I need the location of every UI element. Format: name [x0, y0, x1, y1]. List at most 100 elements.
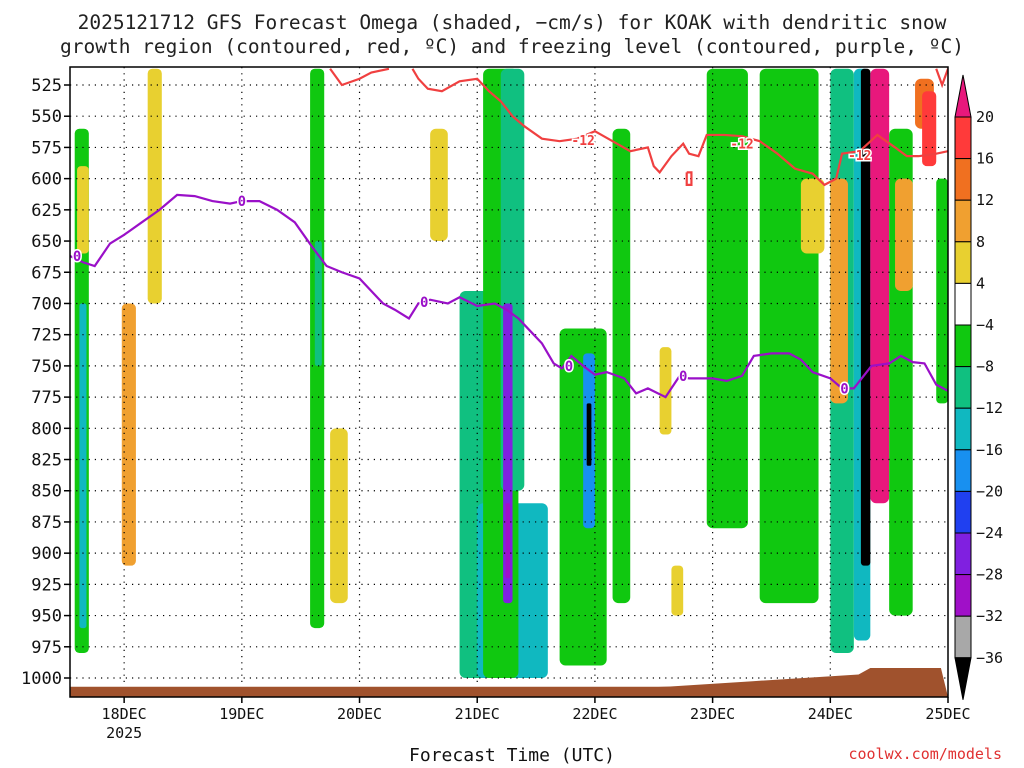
omega-shaded-region	[586, 403, 592, 466]
colorbar-bin	[954, 282, 972, 326]
dgz-contour-right-line	[935, 68, 948, 89]
colorbar-label: 12	[976, 191, 994, 209]
y-tick-label: 825	[31, 451, 62, 471]
colorbar-label: −12	[976, 399, 1003, 417]
colorbar-label: 20	[976, 108, 994, 126]
colorbar-label: −20	[976, 482, 1003, 500]
omega-shaded-region	[759, 68, 819, 604]
colorbar-label: 8	[976, 233, 985, 251]
omega-shaded-region	[505, 503, 511, 579]
freezing-level-label: 0	[679, 369, 687, 385]
y-tick-label: 700	[31, 294, 62, 314]
x-tick-label: 21DEC	[455, 705, 500, 723]
freezing-level-label: 0	[420, 295, 428, 311]
colorbar-bin	[954, 241, 972, 284]
y-tick-label: 575	[31, 138, 62, 158]
chart-title-line-1: 2025121712 GFS Forecast Omega (shaded, −…	[77, 11, 947, 34]
omega-shaded-region	[936, 178, 948, 404]
omega-shaded-region	[671, 565, 684, 616]
y-tick-label: 875	[31, 513, 62, 533]
omega-shaded-region	[612, 128, 631, 604]
ground-terrain	[70, 668, 948, 697]
colorbar-bin	[954, 615, 972, 659]
y-tick-label: 650	[31, 232, 62, 252]
x-tick-label: 19DEC	[219, 705, 264, 723]
colorbar-bin	[954, 158, 972, 201]
dgz-contour-top-line	[329, 67, 390, 87]
y-tick-label: 775	[31, 388, 62, 408]
y-tick-label: 1000	[21, 669, 62, 689]
colorbar-bin	[954, 324, 972, 368]
y-tick-label: 975	[31, 638, 62, 658]
x-axis-title: Forecast Time (UTC)	[409, 745, 615, 766]
colorbar-label: −16	[976, 441, 1003, 459]
site-credit: coolwx.com/models	[848, 745, 1002, 763]
colorbar-label: −28	[976, 566, 1003, 584]
colorbar-label: 16	[976, 150, 994, 168]
x-axis: 18DEC 19DEC 20DEC 21DEC 22DEC 23DEC 24DEC 25DEC…	[102, 697, 971, 742]
colorbar-label: −36	[976, 649, 1003, 667]
x-tick-label: 23DEC	[690, 705, 735, 723]
y-tick-label: 750	[31, 357, 62, 377]
colorbar-top-arrow	[954, 74, 972, 118]
plot-frame	[69, 66, 949, 698]
colorbar-label: −8	[976, 358, 994, 376]
dgz-contour-label: -12	[571, 134, 594, 149]
colorbar-bin	[954, 490, 972, 534]
y-tick-label: 600	[31, 170, 62, 190]
x-tick-label: 18DEC	[102, 705, 147, 723]
colorbar-bin	[954, 199, 972, 243]
colorbar-bin	[954, 449, 972, 492]
dotted-grid	[70, 67, 948, 697]
colorbar-label: −4	[976, 316, 994, 334]
freezing-level-line	[70, 193, 948, 399]
x-year-label: 2025	[106, 724, 142, 742]
contour-lines: 0 0 0 0 0 0 -12 -12 -12	[70, 67, 948, 399]
x-tick-label: 25DEC	[925, 705, 970, 723]
freezing-level-label: 0	[238, 194, 246, 210]
y-tick-label: 950	[31, 607, 62, 627]
ground-polygon	[70, 668, 948, 697]
colorbar-label: 4	[976, 274, 985, 292]
omega-shaded-region	[830, 178, 848, 404]
dgz-contour-label: -12	[730, 138, 753, 153]
colorbar-label: −32	[976, 607, 1003, 625]
colorbar-bin	[954, 407, 972, 451]
omega-shaded-region	[706, 68, 748, 529]
colorbar-bin	[954, 366, 972, 409]
y-tick-label: 800	[31, 419, 62, 439]
omega-shaded-region	[330, 428, 348, 604]
colorbar-bin	[954, 574, 972, 617]
omega-shaded-region	[659, 347, 672, 435]
dgz-contour-main-line	[411, 68, 948, 187]
chart-title-line-2: growth region (contoured, red, ºC) and f…	[60, 35, 964, 58]
omega-shaded-region	[860, 68, 871, 566]
y-tick-label: 900	[31, 544, 62, 564]
freezing-level-label: 0	[73, 249, 81, 265]
y-axis: 525 550 575 600 625 650 675 700 725 750 775 800 825 8…	[21, 76, 70, 689]
freezing-level-label: 0	[565, 359, 573, 375]
freezing-level-label: 0	[840, 381, 848, 397]
y-tick-label: 525	[31, 76, 62, 96]
omega-shaded-region	[430, 128, 448, 242]
x-tick-label: 24DEC	[808, 705, 853, 723]
dgz-contour-small-loop	[685, 171, 693, 186]
x-tick-label: 20DEC	[337, 705, 382, 723]
omega-shaded-region	[79, 303, 87, 629]
omega-shaded-region	[895, 178, 913, 291]
y-tick-label: 925	[31, 575, 62, 595]
y-tick-label: 625	[31, 201, 62, 221]
colorbar: 20 16 12 8 4 −4 −8 −12 −16 −20 −24 −28 −32 −36	[954, 74, 1003, 700]
x-tick-label: 22DEC	[572, 705, 617, 723]
omega-shaded-region	[800, 178, 825, 254]
y-tick-label: 550	[31, 107, 62, 127]
omega-shading	[74, 68, 948, 679]
colorbar-bin	[954, 532, 972, 576]
y-tick-label: 675	[31, 263, 62, 283]
omega-shaded-region	[121, 303, 136, 566]
colorbar-bottom-arrow	[954, 657, 972, 700]
y-tick-label: 850	[31, 482, 62, 502]
omega-shaded-region	[870, 68, 890, 504]
omega-shaded-region	[147, 68, 162, 304]
